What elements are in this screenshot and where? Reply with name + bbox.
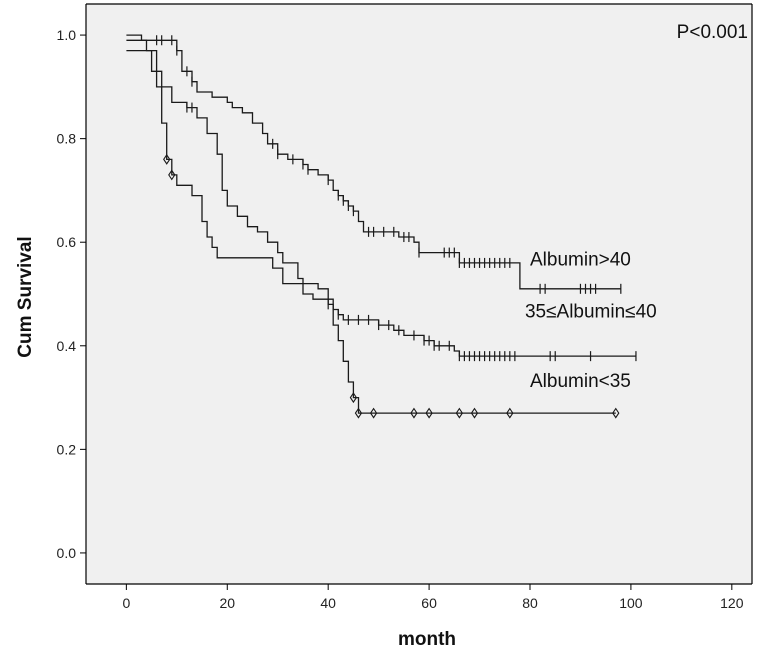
p-value-annotation: P<0.001 bbox=[677, 22, 748, 43]
censor-marker bbox=[506, 407, 514, 419]
y-tick-label: 0.0 bbox=[57, 545, 77, 561]
survival-curve-group: Albumin>40 bbox=[126, 34, 631, 294]
censor-marker bbox=[612, 407, 620, 419]
series-layer: Albumin>40 35≤Albumin≤40 Albumin<35 bbox=[126, 34, 657, 419]
censor-marker bbox=[354, 407, 363, 419]
axes-layer: 0 20 40 60 80 100 120 0.0 0.2 0.4 0.6 0.8 1.0 bbox=[57, 27, 744, 611]
censor-marker bbox=[410, 407, 418, 419]
y-axis-title: Cum Survival bbox=[15, 236, 36, 357]
censor-marker bbox=[369, 407, 378, 419]
series-label: Albumin>40 bbox=[530, 250, 631, 271]
survival-curve-line bbox=[126, 49, 616, 414]
y-tick-label: 0.2 bbox=[57, 441, 77, 457]
censor-marker bbox=[455, 407, 464, 419]
y-tick-label: 0.8 bbox=[57, 131, 77, 147]
x-tick-label: 80 bbox=[522, 595, 538, 611]
x-tick-label: 20 bbox=[219, 595, 235, 611]
x-tick-label: 60 bbox=[421, 595, 437, 611]
x-tick-label: 40 bbox=[320, 595, 336, 611]
plot-panel bbox=[86, 4, 752, 584]
censor-marker bbox=[349, 392, 358, 404]
censor-marker bbox=[163, 153, 171, 165]
survival-curve-group: Albumin<35 bbox=[126, 49, 631, 419]
censor-marker bbox=[425, 407, 433, 419]
survival-curve-line bbox=[126, 39, 636, 357]
x-tick-label: 100 bbox=[619, 595, 643, 611]
series-label: 35≤Albumin≤40 bbox=[525, 301, 657, 322]
censor-marker bbox=[470, 407, 479, 419]
y-tick-label: 0.4 bbox=[57, 338, 77, 354]
survival-curve-line bbox=[126, 34, 621, 290]
y-tick-label: 0.6 bbox=[57, 234, 77, 250]
censor-marker bbox=[168, 169, 176, 181]
x-tick-label: 0 bbox=[122, 595, 130, 611]
x-tick-label: 120 bbox=[720, 595, 744, 611]
y-tick-label: 1.0 bbox=[57, 27, 77, 43]
x-axis-title: month bbox=[398, 629, 456, 650]
series-label: Albumin<35 bbox=[530, 371, 631, 392]
survival-curve-group: 35≤Albumin≤40 bbox=[126, 39, 657, 362]
